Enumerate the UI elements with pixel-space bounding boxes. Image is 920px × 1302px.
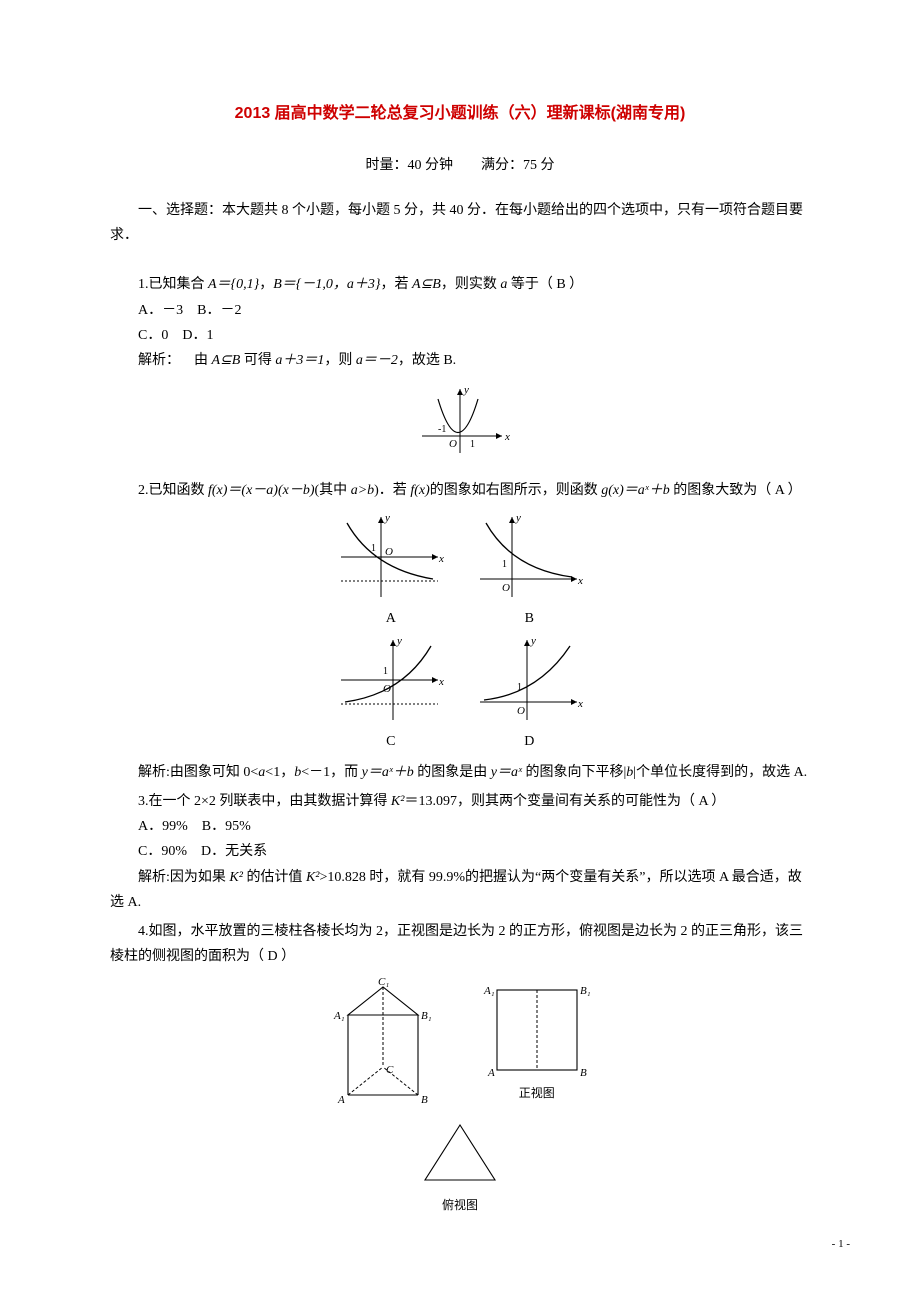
time-score: 时量：40 分钟 满分：75 分	[110, 153, 810, 178]
svg-text:y: y	[530, 635, 536, 647]
q3-ana-c: 的估计值	[243, 870, 306, 885]
q2-ana-e: <－1，而	[301, 765, 361, 780]
q4-top-label: 俯视图	[395, 1195, 525, 1217]
q2-given-figure: x y O 1 -1	[110, 381, 810, 470]
q2-label-a: A	[333, 606, 448, 631]
q1-e2: B＝{－1,0，a＋3}	[273, 277, 380, 292]
q1-t1: 1.已知集合	[138, 277, 208, 292]
q2-ana-k: |个单位长度得到的，故选 A.	[633, 765, 807, 780]
svg-text:y: y	[396, 635, 402, 647]
q1-after: 等于（ B ）	[507, 277, 583, 292]
q1-ana-m1: 可得	[240, 353, 275, 368]
q2-option-b-fig: x y O 1 B	[472, 509, 587, 631]
q3-analysis: 解析:因为如果 K² 的估计值 K²>10.828 时，就有 99.9%的把握认…	[110, 865, 810, 915]
q2-label-d: D	[472, 729, 587, 754]
question-2: 2.已知函数 f(x)＝(x－a)(x－b)(其中 a>b)．若 f(x)的图象…	[110, 478, 810, 503]
question-3: 3.在一个 2×2 列联表中，由其数据计算得 K²＝13.097，则其两个变量间…	[110, 789, 810, 814]
svg-text:O: O	[385, 546, 393, 558]
q2-t4: 的图象如右图所示，则函数	[430, 483, 602, 498]
svg-text:-1: -1	[438, 424, 446, 435]
q2-label-b: B	[472, 606, 587, 631]
svg-text:x: x	[577, 575, 583, 587]
q1-ana-e2: a＋3＝1	[275, 353, 324, 368]
q1-m3: ，则实数	[441, 277, 501, 292]
q3-ana-d: K²	[306, 870, 320, 885]
svg-text:A: A	[337, 1094, 345, 1106]
q1-analysis: 解析： 由 A⊆B 可得 a＋3＝1，则 a＝－2，故选 B.	[110, 348, 810, 373]
question-4: 4.如图，水平放置的三棱柱各棱长均为 2，正视图是边长为 2 的正方形，俯视图是…	[110, 919, 810, 969]
q1-e3: A⊆B	[412, 277, 441, 292]
svg-text:O: O	[449, 438, 457, 450]
q2-analysis: 解析:由图象可知 0<a<1，b<－1，而 y＝aˣ＋b 的图象是由 y＝aˣ …	[110, 760, 810, 785]
q2-ana-a: 解析:由图象可知 0<	[138, 765, 258, 780]
q3-t1: 3.在一个 2×2 列联表中，由其数据计算得	[138, 794, 391, 809]
doc-title: 2013 届高中数学二轮总复习小题训练（六）理新课标(湖南专用)	[110, 100, 810, 129]
q2-e2: a>b	[351, 483, 374, 498]
q1-ana-e3: a＝－2	[356, 353, 398, 368]
svg-text:B₁: B₁	[580, 985, 591, 997]
q2-ana-c: <1，	[265, 765, 294, 780]
q1-options-ab: A．－3 B．－2	[110, 298, 810, 323]
q3-ana-b: K²	[229, 870, 243, 885]
q2-option-a-fig: x y O 1 A	[333, 509, 448, 631]
q3-t2: K²	[391, 794, 405, 809]
svg-text:C₁: C₁	[378, 976, 389, 988]
q2-e1: f(x)＝(x－a)(x－b)	[208, 483, 315, 498]
q2-label-c: C	[333, 729, 448, 754]
q1-ana-end: ，故选 B.	[398, 353, 456, 368]
svg-text:y: y	[384, 512, 390, 524]
svg-text:1: 1	[470, 439, 475, 450]
svg-text:x: x	[438, 553, 444, 565]
q4-figures: A₁ B₁ C₁ A B C A₁ B₁ A B 正视图	[110, 975, 810, 1217]
svg-text:x: x	[438, 676, 444, 688]
q2-option-d-fig: x y O 1 D	[472, 632, 587, 754]
q1-options-cd: C．0 D．1	[110, 323, 810, 348]
svg-text:O: O	[517, 705, 525, 717]
svg-text:A₁: A₁	[333, 1010, 345, 1022]
page-number: - 1 -	[832, 1235, 850, 1255]
svg-text:B: B	[580, 1067, 587, 1079]
q1-ana-pre: 解析： 由	[138, 353, 212, 368]
q2-e3: f(x)	[410, 483, 429, 498]
q2-t2: (其中	[315, 483, 351, 498]
svg-text:O: O	[502, 582, 510, 594]
svg-text:A: A	[487, 1067, 495, 1079]
svg-text:B: B	[421, 1094, 428, 1106]
svg-text:1: 1	[383, 666, 388, 677]
q1-e1: A＝{0,1}	[208, 277, 259, 292]
svg-text:y: y	[515, 512, 521, 524]
q3-ana-a: 解析:因为如果	[138, 870, 229, 885]
q1-m1: ，	[259, 277, 273, 292]
q1-m2: ，若	[381, 277, 413, 292]
svg-text:A₁: A₁	[483, 985, 495, 997]
q4-top-view-fig: 俯视图	[395, 1110, 525, 1217]
q3-t3: ＝13.097，则其两个变量间有关系的可能性为（ A ）	[404, 794, 725, 809]
svg-text:1: 1	[502, 559, 507, 570]
q2-ana-h: y＝aˣ	[491, 765, 522, 780]
q2-t5: 的图象大致为（ A ）	[670, 483, 802, 498]
svg-text:C: C	[386, 1064, 394, 1076]
q2-t3: )．若	[374, 483, 410, 498]
q2-ana-i: 的图象向下平移|	[522, 765, 626, 780]
svg-text:y: y	[463, 384, 469, 396]
q2-options-figures: x y O 1 A x y O 1 B	[110, 509, 810, 753]
svg-text:x: x	[504, 431, 510, 443]
q3-options-cd: C．90% D．无关系	[110, 839, 810, 864]
q3-options-ab: A．99% B．95%	[110, 814, 810, 839]
q4-front-label: 正视图	[472, 1083, 602, 1105]
svg-text:x: x	[577, 698, 583, 710]
q2-e4: g(x)＝aˣ＋b	[601, 483, 670, 498]
q4-prism-fig: A₁ B₁ C₁ A B C	[318, 975, 448, 1110]
q2-ana-f: y＝aˣ＋b	[362, 765, 414, 780]
q2-option-c-fig: x y O 1 C	[333, 632, 448, 754]
section-intro: 一、选择题：本大题共 8 个小题，每小题 5 分，共 40 分．在每小题给出的四…	[110, 198, 810, 248]
q4-front-view-fig: A₁ B₁ A B 正视图	[472, 975, 602, 1105]
q2-ana-g: 的图象是由	[414, 765, 491, 780]
q2-t1: 2.已知函数	[138, 483, 208, 498]
question-1: 1.已知集合 A＝{0,1}，B＝{－1,0，a＋3}，若 A⊆B，则实数 a …	[110, 272, 810, 297]
q1-ana-m2: ，则	[324, 353, 356, 368]
q1-ana-e1: A⊆B	[212, 353, 241, 368]
svg-text:B₁: B₁	[421, 1010, 432, 1022]
